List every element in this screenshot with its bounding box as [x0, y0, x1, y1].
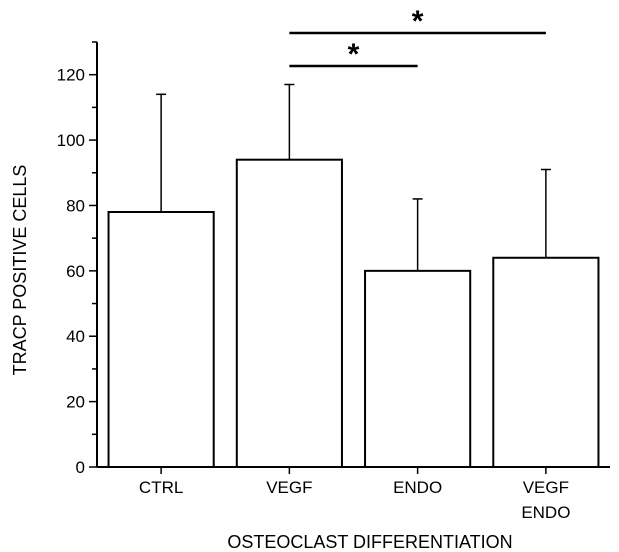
bar [235, 158, 343, 468]
y-tick-label: 120 [57, 66, 85, 85]
x-tick-label: VEGF [523, 478, 569, 497]
x-tick-label: ENDO [393, 478, 442, 497]
y-tick-label: 20 [66, 393, 85, 412]
significance-marker: * [348, 38, 360, 71]
significance-marker: * [412, 5, 424, 38]
y-axis-label: TRACP POSITIVE CELLS [10, 165, 30, 376]
y-tick-label: 80 [66, 196, 85, 215]
x-tick-label: ENDO [521, 503, 570, 522]
y-tick-label: 60 [66, 262, 85, 281]
x-tick-label: VEGF [266, 478, 312, 497]
bar [364, 269, 472, 468]
bar [107, 211, 215, 468]
y-tick-label: 100 [57, 131, 85, 150]
bar [492, 256, 600, 468]
error-bars [156, 83, 551, 271]
x-tick-label: CTRL [139, 478, 183, 497]
x-axis-label: OSTEOCLAST DIFFERENTIATION [227, 532, 512, 552]
y-tick-label: 40 [66, 327, 85, 346]
bars [107, 158, 600, 468]
significance-brackets: ** [289, 5, 546, 71]
y-tick-label: 0 [76, 458, 85, 477]
